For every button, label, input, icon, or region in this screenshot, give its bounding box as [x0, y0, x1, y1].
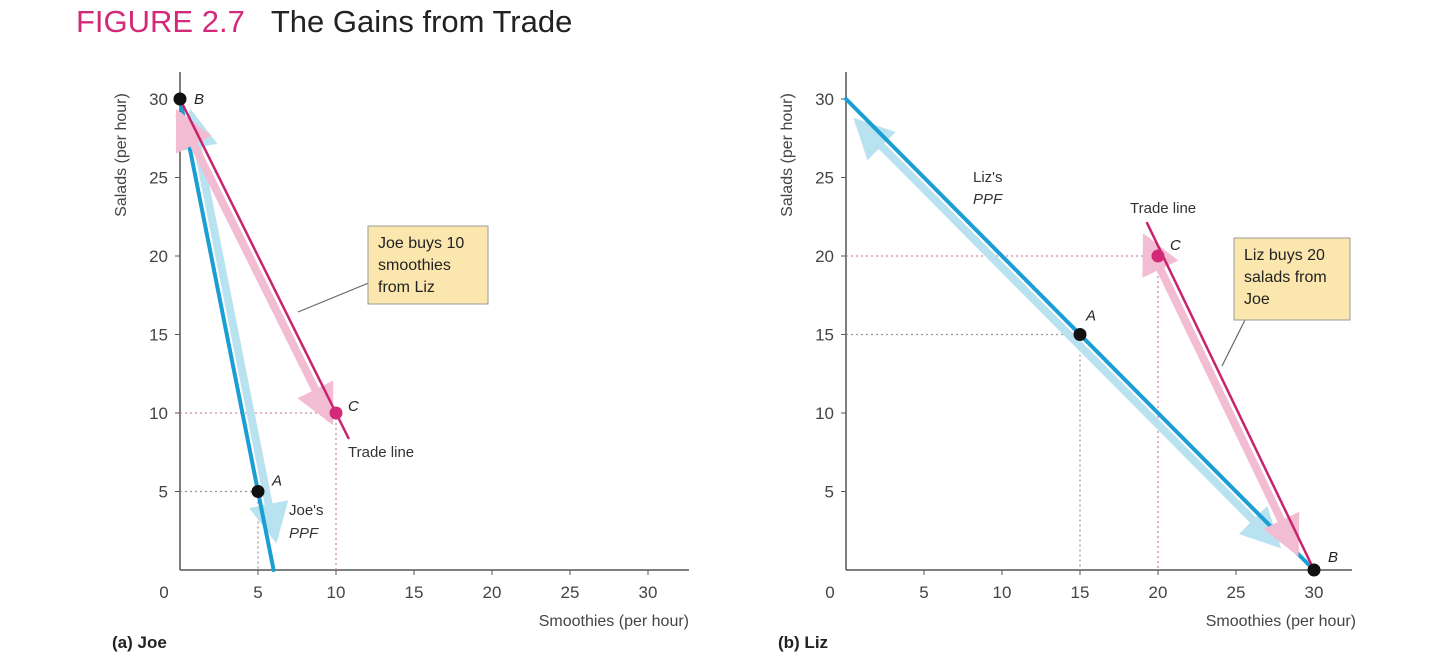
callout-text: Liz buys 20	[1244, 247, 1325, 264]
figure-title: FIGURE 2.7 The Gains from Trade	[76, 4, 572, 40]
y-tick-label: 25	[815, 169, 834, 188]
x-axis-label: Smoothies (per hour)	[1206, 613, 1356, 630]
point-c	[1151, 249, 1165, 263]
y-tick-label: 20	[815, 247, 834, 266]
x-tick-label: 25	[561, 583, 580, 602]
ppf-shift-arrow	[853, 117, 1282, 549]
x-tick-label: 30	[1305, 583, 1324, 602]
y-tick-label: 10	[149, 404, 168, 423]
x-tick-label: 10	[327, 583, 346, 602]
y-tick-label: 15	[815, 326, 834, 345]
y-tick-label: 5	[825, 483, 834, 502]
callout-text: Joe buys 10	[378, 235, 464, 252]
panel-label: (b) Liz	[778, 633, 828, 652]
ppf-label-italic: PPF	[289, 525, 319, 542]
trade-line	[178, 97, 350, 440]
y-tick-label: 5	[159, 483, 168, 502]
point-label-c: C	[1170, 237, 1181, 254]
callout-text: from Liz	[378, 279, 435, 296]
point-label-b: B	[1328, 549, 1338, 566]
x-tick-label: 0	[825, 583, 834, 602]
x-tick-label: 20	[483, 583, 502, 602]
point-label-a: A	[1085, 308, 1096, 325]
y-tick-label: 20	[149, 247, 168, 266]
trade-line-label: Trade line	[348, 444, 414, 461]
point-label-a: A	[271, 473, 282, 490]
y-axis-label: Salads (per hour)	[113, 93, 130, 217]
point-label-b: B	[194, 91, 204, 108]
y-axis-label: Salads (per hour)	[779, 93, 796, 217]
x-tick-label: 15	[1071, 583, 1090, 602]
ppf-line	[178, 97, 276, 572]
y-tick-label: 30	[149, 90, 168, 109]
callout-box	[1233, 237, 1351, 321]
trade-line-label: Trade line	[1130, 200, 1196, 217]
trade-arrow	[175, 108, 334, 426]
x-tick-label: 25	[1227, 583, 1246, 602]
x-tick-label: 15	[405, 583, 424, 602]
panel-label: (a) Joe	[112, 633, 167, 652]
callout-box	[367, 225, 489, 305]
x-tick-label: 5	[919, 583, 928, 602]
panel-joe: 0 5 10 15 20 25 30 5 10 15 20 25 30 Smoothies (per ho…	[112, 72, 689, 652]
y-tick-label: 10	[815, 404, 834, 423]
ppf-label: Liz's	[973, 169, 1003, 186]
panel-liz: 0 5 10 15 20 25 30 5 10 15 20 25 30 Smoothies (per ho…	[778, 72, 1356, 652]
figure-label: FIGURE 2.7	[76, 4, 245, 39]
callout-text: smoothies	[378, 257, 451, 274]
x-tick-label: 10	[993, 583, 1012, 602]
point-a	[251, 485, 265, 498]
x-tick-label: 5	[253, 583, 262, 602]
x-tick-label: 20	[1149, 583, 1168, 602]
ppf-label-italic: PPF	[973, 191, 1003, 208]
point-a	[1073, 328, 1087, 341]
trade-arrow	[1142, 233, 1300, 557]
x-tick-label: 0	[159, 583, 168, 602]
y-tick-label: 15	[149, 326, 168, 345]
y-tick-label: 25	[149, 169, 168, 188]
ppf-label: Joe's	[289, 502, 324, 519]
point-b	[1307, 563, 1321, 577]
ppf-shift-arrow	[178, 108, 289, 544]
callout-text: salads from	[1244, 269, 1327, 286]
callout-leader	[297, 281, 372, 313]
point-b	[173, 92, 187, 106]
x-tick-label: 30	[639, 583, 658, 602]
figure-title-text: The Gains from Trade	[270, 4, 573, 39]
x-axis-label: Smoothies (per hour)	[539, 613, 689, 630]
trade-line	[1145, 221, 1316, 572]
point-c	[329, 406, 343, 420]
y-tick-label: 30	[815, 90, 834, 109]
point-label-c: C	[348, 398, 359, 415]
callout-text: Joe	[1244, 291, 1270, 308]
